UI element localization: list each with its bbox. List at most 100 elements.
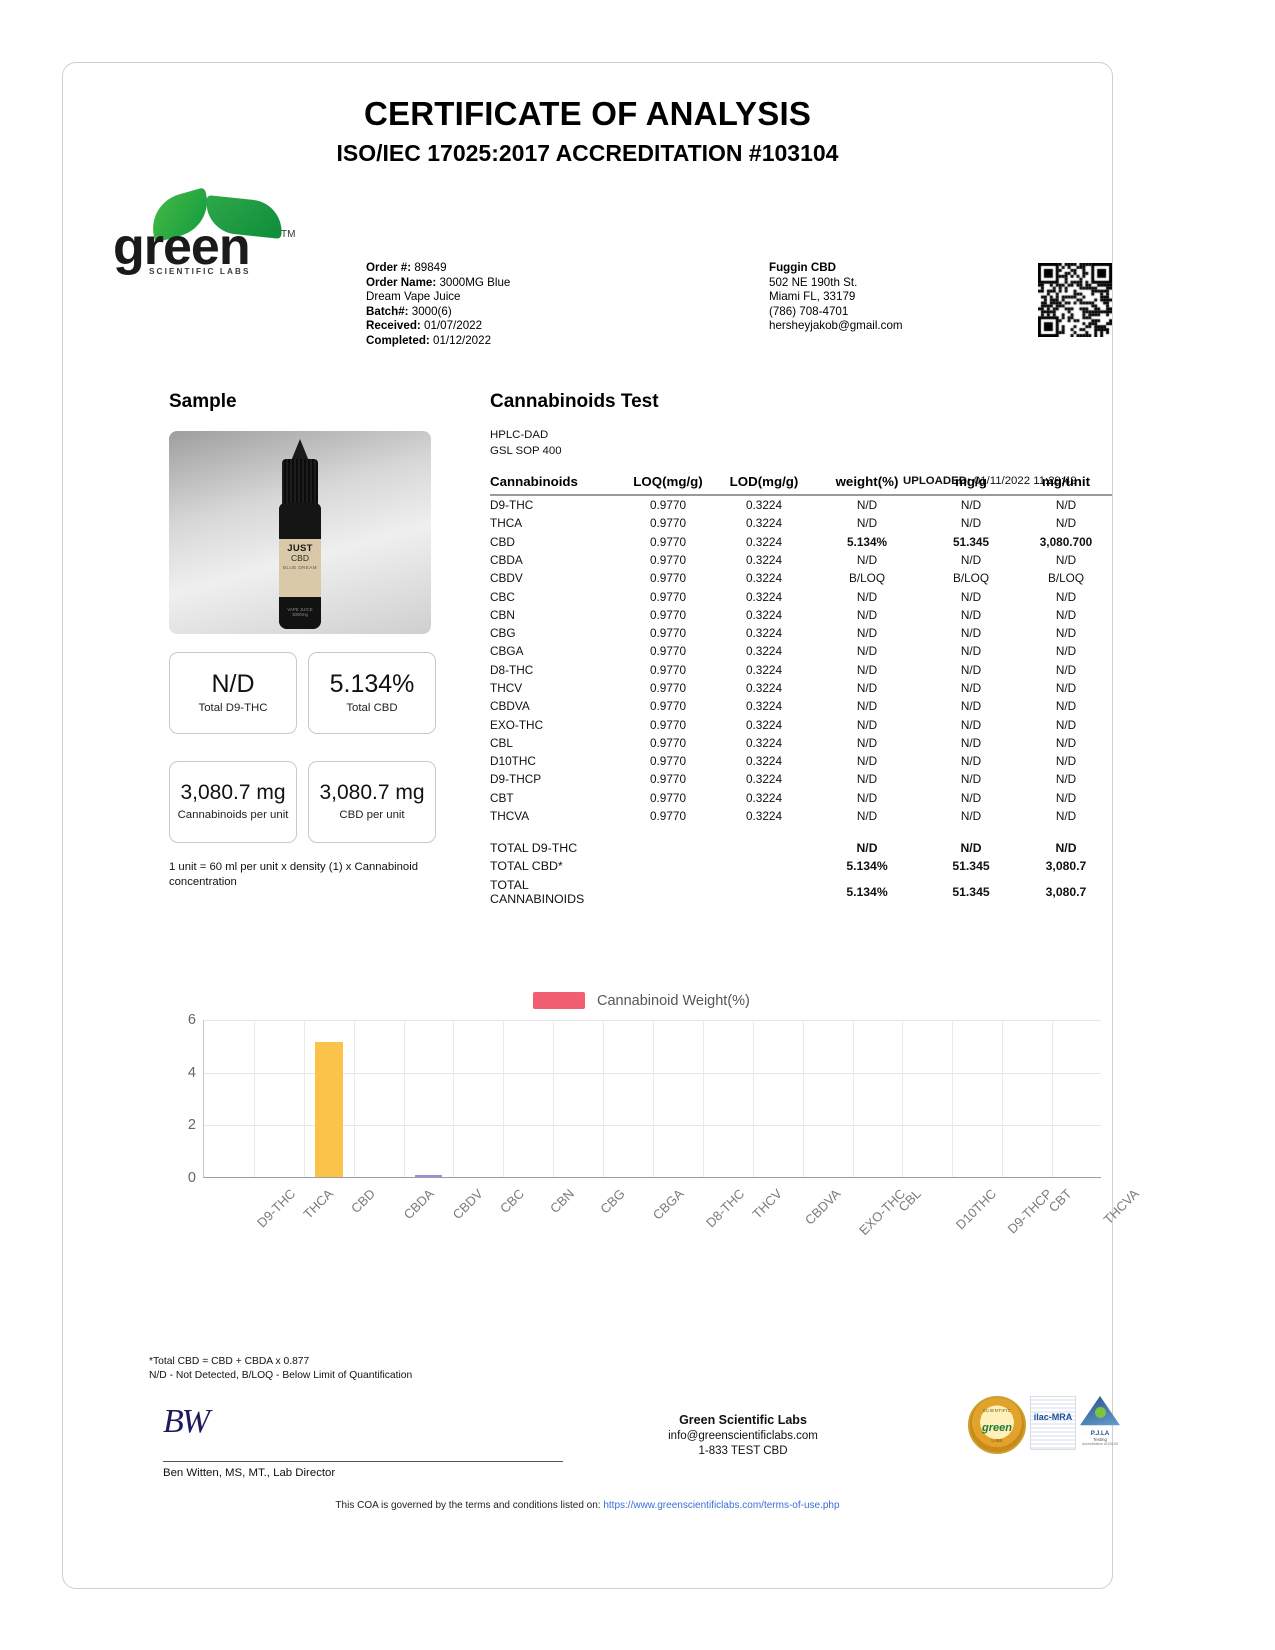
gridline-vertical bbox=[852, 1020, 854, 1177]
cell-mg/unit: N/D bbox=[1055, 754, 1077, 769]
total-row: TOTAL CANNABINOIDS 5.134% 51.345 3,080.7 bbox=[490, 876, 1112, 908]
qr-code[interactable] bbox=[1038, 263, 1112, 337]
gridline-vertical bbox=[553, 1020, 555, 1177]
chart-bar bbox=[314, 1041, 343, 1177]
cell-mg/unit: N/D bbox=[1055, 589, 1077, 604]
cell-mg/g: N/D bbox=[960, 498, 982, 513]
cell-mg/g: N/D bbox=[960, 552, 982, 567]
cell-mg/g: 51.345 bbox=[952, 884, 990, 899]
terms-link[interactable]: https://www.greenscientificlabs.com/term… bbox=[603, 1500, 840, 1511]
y-axis-tick: 0 bbox=[187, 1170, 196, 1186]
lab-email: info@greenscientificlabs.com bbox=[668, 1429, 818, 1442]
sop-name: GSL SOP 400 bbox=[490, 445, 562, 457]
analyte-name: CBT bbox=[490, 790, 514, 805]
x-axis-label: CBDV bbox=[450, 1186, 487, 1223]
method-name: HPLC-DAD bbox=[490, 429, 549, 441]
order-name-line2: Dream Vape Juice bbox=[366, 290, 461, 304]
cell-loq(mg/g): 0.9770 bbox=[649, 790, 687, 805]
column-header: LOD(mg/g) bbox=[716, 471, 812, 496]
y-axis-tick: 4 bbox=[187, 1064, 196, 1081]
x-axis-label: CBGA bbox=[649, 1186, 687, 1223]
gridline-vertical bbox=[1002, 1020, 1004, 1177]
cell-weight(%): B/LOQ bbox=[848, 571, 886, 586]
analyte-name: CBDA bbox=[490, 552, 523, 567]
cell-loq(mg/g): 0.9770 bbox=[649, 772, 687, 787]
cell-lod(mg/g): 0.3224 bbox=[745, 552, 783, 567]
gridline-vertical bbox=[902, 1020, 904, 1177]
x-axis-label: D9-THCP bbox=[1004, 1186, 1056, 1237]
cell-weight(%): N/D bbox=[856, 516, 878, 531]
cell-mg/g: N/D bbox=[960, 607, 982, 622]
cell-lod(mg/g): 0.3224 bbox=[745, 644, 783, 659]
analyte-name: CBG bbox=[490, 626, 516, 641]
ilac-label: ilac-MRA bbox=[1033, 1412, 1073, 1422]
cell-mg/unit: N/D bbox=[1055, 552, 1077, 567]
cell-loq(mg/g): 0.9770 bbox=[649, 808, 687, 823]
accreditation-subtitle: ISO/IEC 17025:2017 ACCREDITATION #103104 bbox=[336, 140, 839, 166]
x-axis-label: EXO-THC bbox=[855, 1186, 908, 1238]
x-axis-label: CBC bbox=[497, 1186, 528, 1217]
cell-weight(%): N/D bbox=[856, 808, 878, 823]
footer-notes: *Total CBD = CBD + CBDA x 0.877 N/D - No… bbox=[149, 1355, 412, 1383]
analyte-name: D9-THC bbox=[490, 498, 534, 513]
abbreviation-note: N/D - Not Detected, B/LOQ - Below Limit … bbox=[149, 1370, 413, 1381]
cell-lod(mg/g): 0.3224 bbox=[745, 790, 783, 805]
gridline-horizontal bbox=[204, 1020, 1101, 1021]
signer-name: Ben Witten, MS, MT., Lab Director bbox=[163, 1467, 336, 1479]
lab-name: Green Scientific Labs bbox=[679, 1413, 807, 1427]
gridline-vertical bbox=[952, 1020, 954, 1177]
table-row: CBDVA 0.9770 0.3224 N/D N/D N/D bbox=[490, 697, 1112, 715]
gridline-vertical bbox=[1052, 1020, 1054, 1177]
table-row: CBC 0.9770 0.3224 N/D N/D N/D bbox=[490, 587, 1112, 605]
analyte-name: TOTAL CBD* bbox=[490, 859, 563, 874]
bottle-label bbox=[279, 539, 321, 597]
cell-mg/g: B/LOQ bbox=[952, 571, 990, 586]
legend-swatch bbox=[533, 992, 585, 1009]
cell-mg/unit: N/D bbox=[1055, 662, 1077, 677]
cell-mg/g: N/D bbox=[960, 662, 982, 677]
x-axis-label: CBT bbox=[1045, 1186, 1075, 1215]
cell-mg/g: 51.345 bbox=[952, 534, 990, 549]
signature-line bbox=[163, 1461, 563, 1462]
gridline-vertical bbox=[603, 1020, 605, 1177]
pjla-name: P.J.LA bbox=[1090, 1430, 1110, 1437]
gridline-vertical bbox=[353, 1020, 355, 1177]
x-axis-label: THCV bbox=[749, 1186, 785, 1222]
gridline-vertical bbox=[503, 1020, 505, 1177]
table-row: THCA 0.9770 0.3224 N/D N/D N/D bbox=[490, 514, 1112, 532]
cell-mg/g: N/D bbox=[960, 717, 982, 732]
cell-lod(mg/g): 0.3224 bbox=[745, 735, 783, 750]
cell-loq(mg/g): 0.9770 bbox=[649, 498, 687, 513]
cell-mg/unit: N/D bbox=[1055, 498, 1077, 513]
column-header: mg/g bbox=[922, 471, 1020, 496]
pjla-sub: Testing bbox=[1093, 1437, 1107, 1442]
cell-lod(mg/g): 0.3224 bbox=[745, 589, 783, 604]
cell-mg/unit: 3,080.7 bbox=[1045, 884, 1087, 899]
bottle-flavor: BLUE DREAM bbox=[283, 565, 317, 570]
stat-caption: Total CBD bbox=[346, 701, 398, 714]
gridline-vertical bbox=[702, 1020, 704, 1177]
stat-value: N/D bbox=[211, 670, 255, 699]
cell-weight(%): N/D bbox=[856, 754, 878, 769]
stat-caption: Total D9-THC bbox=[198, 701, 268, 714]
completed-label: Completed: bbox=[366, 333, 430, 347]
cell-mg/unit: N/D bbox=[1055, 790, 1077, 805]
completed-value: 01/12/2022 bbox=[433, 333, 492, 347]
table-row: CBDA 0.9770 0.3224 N/D N/D N/D bbox=[490, 551, 1112, 569]
column-header: LOQ(mg/g) bbox=[620, 471, 716, 496]
cell-lod(mg/g): 0.3224 bbox=[745, 772, 783, 787]
cell-mg/g: N/D bbox=[960, 735, 982, 750]
cell-loq(mg/g): 0.9770 bbox=[649, 516, 687, 531]
cell-loq(mg/g): 0.9770 bbox=[649, 589, 687, 604]
cell-mg/g: N/D bbox=[960, 790, 982, 805]
x-axis-label: THCA bbox=[300, 1186, 336, 1222]
client-name: Fuggin CBD bbox=[769, 261, 836, 274]
table-row: D9-THC 0.9770 0.3224 N/D N/D N/D bbox=[490, 495, 1112, 514]
cannabinoid-weight-chart: Cannabinoid Weight(%) 0 2 4 6 D9-THC THCA CBD C… bbox=[163, 988, 1142, 1278]
cell-weight(%): 5.134% bbox=[846, 859, 888, 874]
cell-mg/unit: N/D bbox=[1055, 735, 1077, 750]
unit-definition-note: 1 unit = 60 ml per unit x density (1) x … bbox=[169, 861, 418, 888]
method-info: HPLC-DAD GSL SOP 400 bbox=[490, 427, 562, 459]
stat-cannabinoids-per-unit: 3,080.7 mg Cannabinoids per unit bbox=[169, 761, 297, 843]
analyte-name: CBC bbox=[490, 589, 515, 604]
